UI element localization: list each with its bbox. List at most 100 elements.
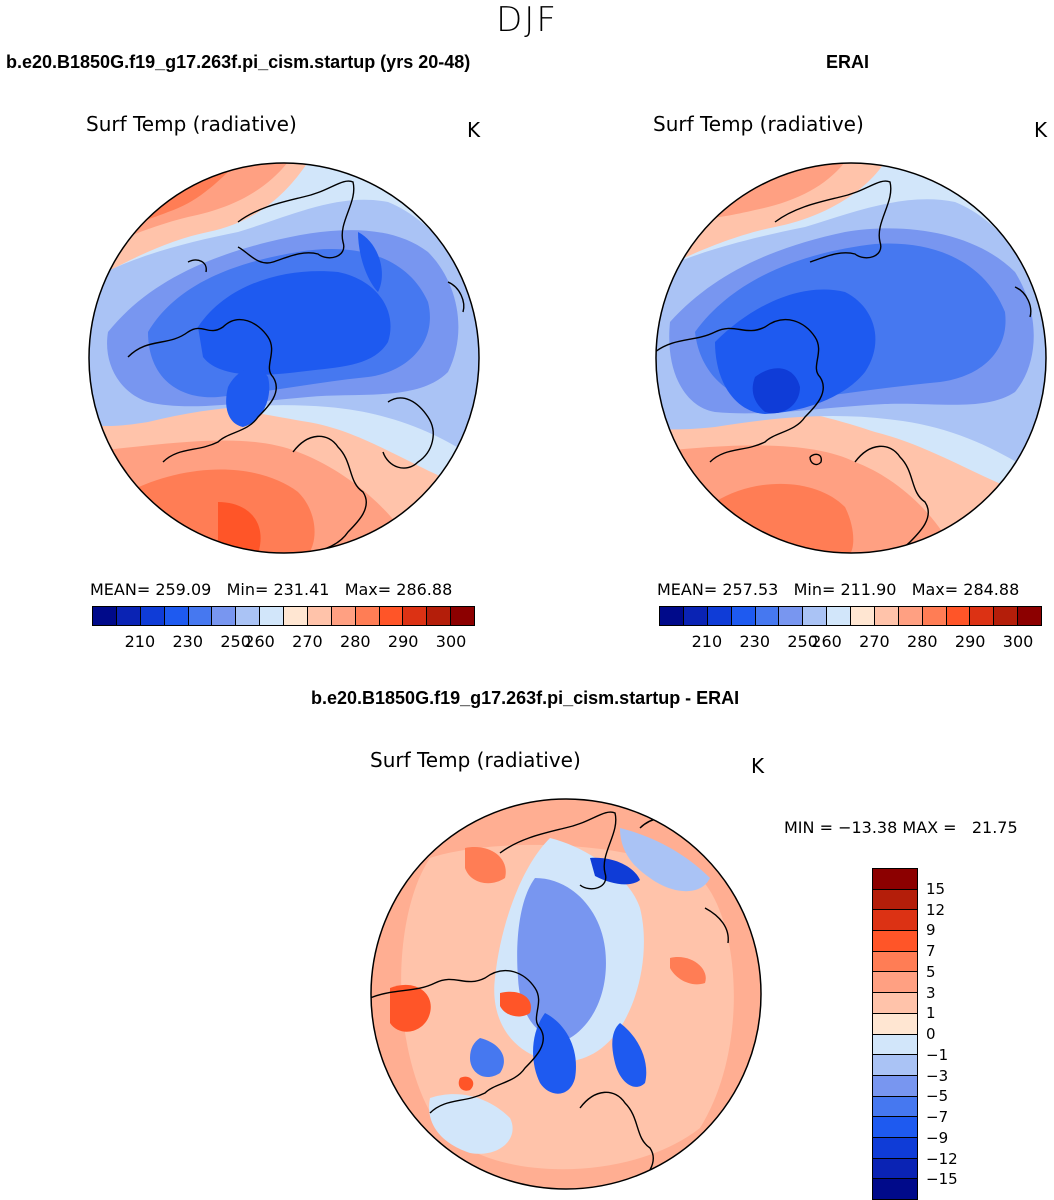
colorbar-swatch: [755, 607, 780, 625]
colorbar-label: −15: [926, 1170, 958, 1189]
colorbar-swatch: [873, 1034, 917, 1056]
obs-polar-map: [655, 162, 1047, 554]
obs-plot-title: Surf Temp (radiative): [653, 112, 864, 136]
tick-label: 250: [787, 632, 818, 651]
colorbar-label: −5: [926, 1087, 949, 1106]
tick-label: 300: [1002, 632, 1034, 651]
season-title: DJF: [496, 0, 558, 40]
colorbar-swatch: [873, 869, 917, 890]
colorbar-label: 0: [926, 1025, 936, 1043]
colorbar-label: 15: [926, 879, 946, 898]
colorbar-swatch: [994, 607, 1019, 625]
colorbar-swatch: [140, 607, 165, 625]
colorbar-label: 3: [926, 983, 936, 1002]
obs-colorbar: [659, 606, 1042, 626]
tick-label: 260: [244, 632, 275, 651]
colorbar-swatch: [970, 607, 995, 625]
tick-label: 260: [811, 632, 842, 651]
colorbar-swatch: [355, 607, 380, 625]
tick-label: 300: [435, 632, 467, 651]
colorbar-swatch: [93, 607, 117, 625]
colorbar-swatch: [427, 607, 452, 625]
colorbar-label: 12: [926, 900, 946, 919]
colorbar-swatch: [451, 607, 474, 625]
colorbar-swatch: [873, 1055, 917, 1076]
tick-label: 230: [739, 632, 771, 651]
obs-case-title: ERAI: [826, 52, 870, 72]
model-plot-title: Surf Temp (radiative): [86, 112, 297, 136]
colorbar-label: 5: [926, 962, 936, 981]
colorbar-swatch: [779, 607, 804, 625]
colorbar-swatch: [873, 1117, 917, 1138]
colorbar-swatch: [188, 607, 213, 625]
tick-label: 270: [859, 632, 890, 651]
model-case-title: b.e20.B1850G.f19_g17.263f.pi_cism.startu…: [6, 52, 471, 72]
colorbar-swatch: [307, 607, 332, 625]
tick-label: 210: [691, 632, 723, 651]
model-stats: MEAN= 259.09 Min= 231.41 Max= 286.88: [90, 580, 453, 599]
tick-label: 210: [124, 632, 156, 651]
colorbar-swatch: [874, 607, 899, 625]
colorbar-swatch: [164, 607, 189, 625]
colorbar-swatch: [236, 607, 261, 625]
diff-colorbar-labels: 15 12 9 7 5 3 1 0 −1 −3 −5 −7 −9 −12 −15: [926, 868, 986, 1200]
colorbar-swatch: [1018, 607, 1041, 625]
colorbar-swatch: [379, 607, 404, 625]
colorbar-label: 1: [926, 1004, 936, 1023]
obs-units: K: [1034, 118, 1048, 142]
colorbar-swatch: [683, 607, 708, 625]
colorbar-swatch: [873, 1075, 917, 1097]
colorbar-swatch: [212, 607, 237, 625]
colorbar-swatch: [873, 910, 917, 932]
colorbar-swatch: [873, 1158, 917, 1180]
diff-polar-map: [370, 798, 762, 1190]
colorbar-swatch: [707, 607, 732, 625]
tick-label: 290: [954, 632, 986, 651]
tick-label: 280: [340, 632, 371, 651]
tick-label: 250: [220, 632, 251, 651]
diff-case-title: b.e20.B1850G.f19_g17.263f.pi_cism.startu…: [311, 688, 740, 708]
colorbar-swatch: [873, 889, 917, 911]
colorbar-swatch: [898, 607, 923, 625]
colorbar-swatch: [803, 607, 828, 625]
colorbar-swatch: [116, 607, 141, 625]
colorbar-swatch: [284, 607, 308, 625]
tick-label: 280: [907, 632, 938, 651]
tick-label: 230: [172, 632, 204, 651]
colorbar-swatch: [660, 607, 684, 625]
model-units: K: [467, 118, 481, 142]
colorbar-swatch: [403, 607, 428, 625]
colorbar-swatch: [873, 931, 917, 952]
colorbar-swatch: [873, 1179, 917, 1199]
colorbar-swatch: [946, 607, 971, 625]
obs-stats: MEAN= 257.53 Min= 211.90 Max= 284.88: [657, 580, 1020, 599]
colorbar-swatch: [873, 1013, 917, 1035]
colorbar-swatch: [731, 607, 756, 625]
colorbar-label: −12: [926, 1149, 958, 1168]
model-colorbar-ticks: 210 230 250 260 270 280 290 300: [92, 632, 475, 652]
colorbar-swatch: [827, 607, 851, 625]
colorbar-swatch: [873, 1096, 917, 1118]
colorbar-swatch: [331, 607, 356, 625]
colorbar-label: −7: [926, 1108, 949, 1126]
colorbar-label: 7: [926, 942, 936, 960]
colorbar-swatch: [260, 607, 284, 625]
colorbar-swatch: [873, 972, 917, 994]
colorbar-label: 9: [926, 921, 936, 940]
tick-label: 290: [387, 632, 419, 651]
colorbar-swatch: [873, 951, 917, 973]
colorbar-swatch: [851, 607, 875, 625]
model-polar-map: [88, 162, 480, 554]
diff-units: K: [751, 754, 765, 778]
diff-plot-title: Surf Temp (radiative): [370, 748, 581, 772]
tick-label: 270: [292, 632, 323, 651]
obs-colorbar-ticks: 210 230 250 260 270 280 290 300: [659, 632, 1042, 652]
colorbar-swatch: [873, 1137, 917, 1159]
colorbar-label: −3: [926, 1066, 949, 1085]
colorbar-swatch: [873, 993, 917, 1014]
diff-stats: MIN = −13.38 MAX = 21.75: [784, 818, 1018, 837]
colorbar-swatch: [922, 607, 947, 625]
model-colorbar: [92, 606, 475, 626]
colorbar-label: −9: [926, 1128, 949, 1147]
diff-colorbar: [872, 868, 918, 1200]
